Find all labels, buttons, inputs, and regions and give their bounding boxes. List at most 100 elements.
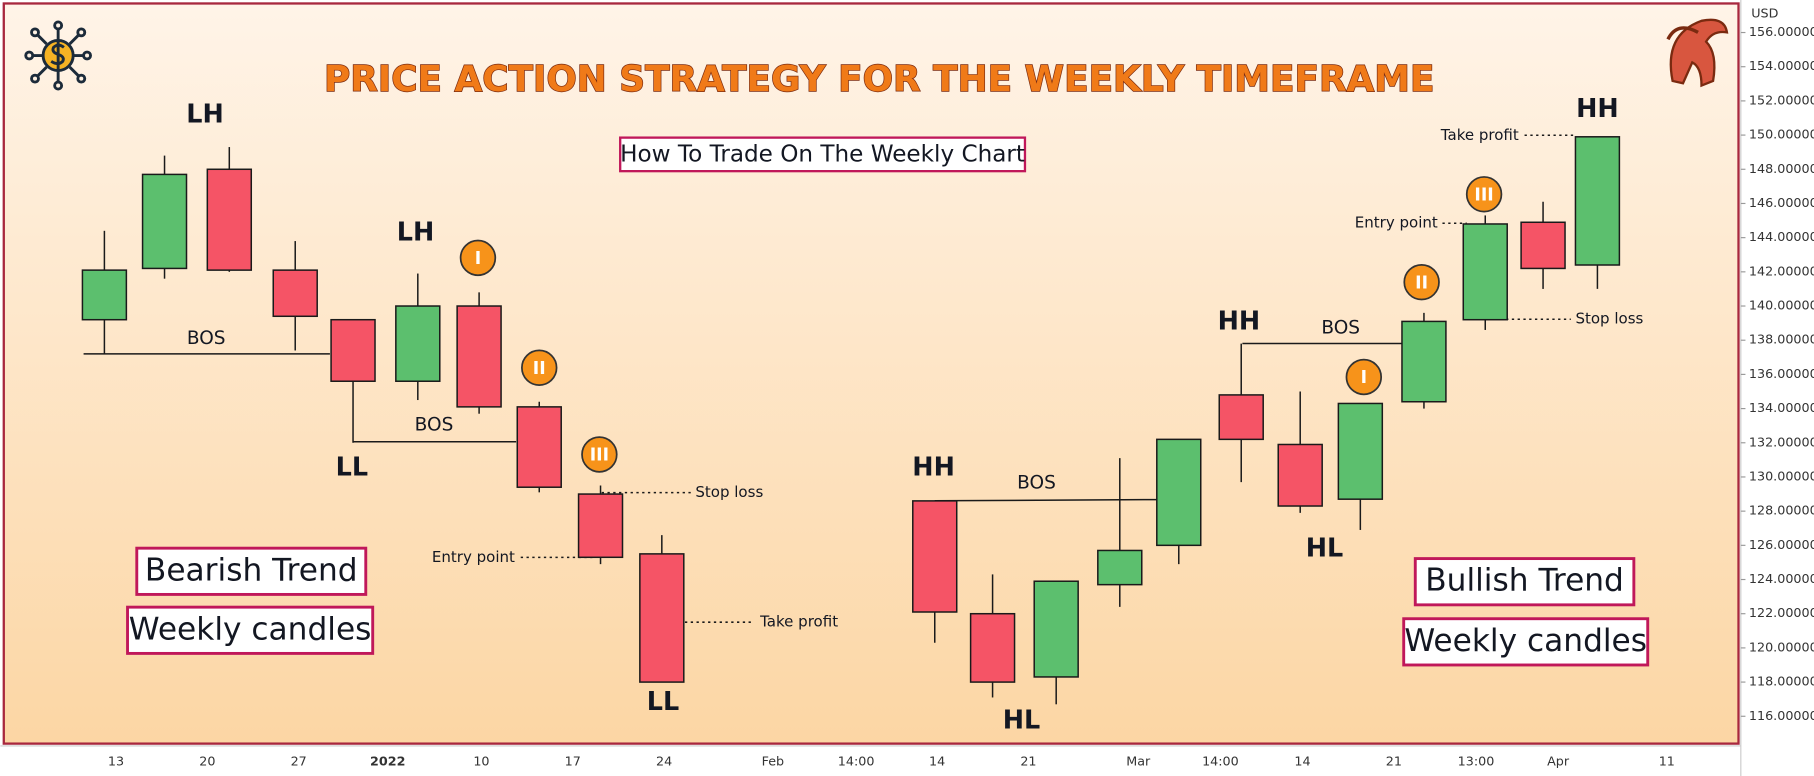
candle-body	[272, 269, 318, 318]
step-marker	[1403, 263, 1440, 301]
annotation: Stop loss	[695, 483, 763, 501]
x-tick-label: Apr	[1547, 754, 1570, 769]
logo-icon	[24, 20, 92, 91]
candle-body	[330, 318, 376, 382]
annotation: HL	[1003, 705, 1041, 735]
y-tick-label: 150.00000	[1749, 127, 1814, 142]
y-tick-label: 138.00000	[1749, 332, 1814, 347]
y-tick-label: 122.00000	[1749, 605, 1814, 620]
y-tick-label: 118.00000	[1749, 674, 1814, 689]
x-tick-label: 14	[929, 754, 945, 769]
annotation: Take profit	[759, 613, 838, 631]
chart-subtitle: How To Trade On The Weekly Chart	[620, 141, 1025, 167]
annotation: LL	[647, 686, 679, 716]
x-tick-label: 14	[1294, 754, 1310, 769]
y-tick-label: 146.00000	[1749, 195, 1814, 210]
y-tick-label: 132.00000	[1749, 434, 1814, 449]
annotation: Entry point	[432, 548, 515, 566]
candle-body	[395, 305, 441, 382]
annotation: III	[590, 446, 609, 466]
x-tick-label: 10	[473, 754, 489, 769]
x-tick-label: 17	[565, 754, 581, 769]
x-tick-label: 21	[1020, 754, 1036, 769]
annotation-lines	[83, 134, 1574, 623]
annotation: LH	[186, 99, 224, 129]
x-tick-label: 21	[1386, 754, 1402, 769]
y-tick-label: 124.00000	[1749, 571, 1814, 586]
candle-body	[1337, 402, 1384, 500]
candle-body	[1218, 394, 1264, 441]
y-tick-label: 142.00000	[1749, 263, 1814, 278]
y-tick-label: 154.00000	[1749, 58, 1814, 73]
x-tick-label: 14:00	[838, 754, 875, 769]
x-tick-label: 14:00	[1202, 754, 1239, 769]
candle-body	[516, 406, 562, 488]
annotation: HH	[1576, 93, 1619, 123]
y-tick-label: 128.00000	[1749, 503, 1814, 518]
x-tick-label: 27	[291, 754, 307, 769]
annotation: BOS	[187, 328, 226, 349]
annotation: LL	[336, 451, 368, 481]
annotation: Weekly candles	[1404, 623, 1647, 659]
candle-body	[1033, 580, 1079, 678]
y-tick-label: 140.00000	[1749, 298, 1814, 313]
label-box	[135, 546, 368, 596]
x-tick-label: Mar	[1126, 754, 1151, 769]
x-tick-label: 13	[108, 754, 124, 769]
y-tick-label: 134.00000	[1749, 400, 1814, 415]
candle-body	[639, 553, 685, 683]
annotation: HL	[1306, 532, 1344, 562]
x-tick-label: 13:00	[1458, 754, 1495, 769]
candle-body	[1277, 443, 1323, 507]
annotation: Weekly candles	[129, 611, 372, 647]
x-tick-label: Feb	[762, 754, 785, 769]
y-tick-label: 152.00000	[1749, 92, 1814, 107]
annotation: II	[1415, 273, 1428, 293]
level-lines	[520, 134, 1574, 623]
x-tick-label: 20	[199, 754, 215, 769]
y-tick-label: 130.00000	[1749, 468, 1814, 483]
currency-label: USD	[1751, 5, 1778, 20]
label-box	[1413, 557, 1636, 607]
candle-body	[1097, 549, 1143, 586]
candle-body	[206, 168, 253, 271]
candle-body	[1520, 221, 1566, 270]
annotation: Take profit	[1440, 126, 1519, 144]
x-tick-label: 11	[1659, 754, 1675, 769]
bos-lines	[83, 342, 1405, 502]
step-marker	[581, 436, 618, 473]
annotation: I	[475, 249, 481, 269]
subtitle-box	[619, 136, 1027, 173]
step-marker	[459, 239, 497, 277]
candle-body	[912, 500, 958, 613]
annotation: II	[533, 359, 546, 379]
annotation: HH	[912, 451, 955, 481]
annotation: Entry point	[1355, 214, 1438, 232]
step-marker	[521, 349, 558, 386]
candle-body	[456, 305, 502, 408]
candle-body	[969, 612, 1016, 683]
candle-body	[1401, 320, 1447, 403]
candle-body	[1156, 438, 1202, 547]
annotation: Stop loss	[1575, 310, 1643, 328]
y-tick-label: 144.00000	[1749, 229, 1814, 244]
candle-body	[577, 493, 624, 559]
step-marker	[1465, 176, 1503, 213]
y-tick-label: 116.00000	[1749, 708, 1814, 723]
annotation: BOS	[415, 415, 454, 436]
annotation: BOS	[1321, 317, 1360, 338]
annotation: LH	[397, 217, 435, 247]
label-box	[1402, 617, 1650, 667]
candle-body	[1574, 136, 1621, 266]
y-tick-label: 126.00000	[1749, 537, 1814, 552]
candle-body	[141, 173, 188, 270]
y-tick-label: 156.00000	[1749, 24, 1814, 39]
annotation: Bearish Trend	[145, 552, 358, 588]
y-tick-label: 120.00000	[1749, 639, 1814, 654]
x-tick-label: 2022	[370, 754, 405, 769]
annotation: I	[1361, 368, 1367, 388]
annotation: III	[1474, 185, 1493, 205]
y-tick-label: 136.00000	[1749, 366, 1814, 381]
annotation: HH	[1218, 306, 1261, 336]
